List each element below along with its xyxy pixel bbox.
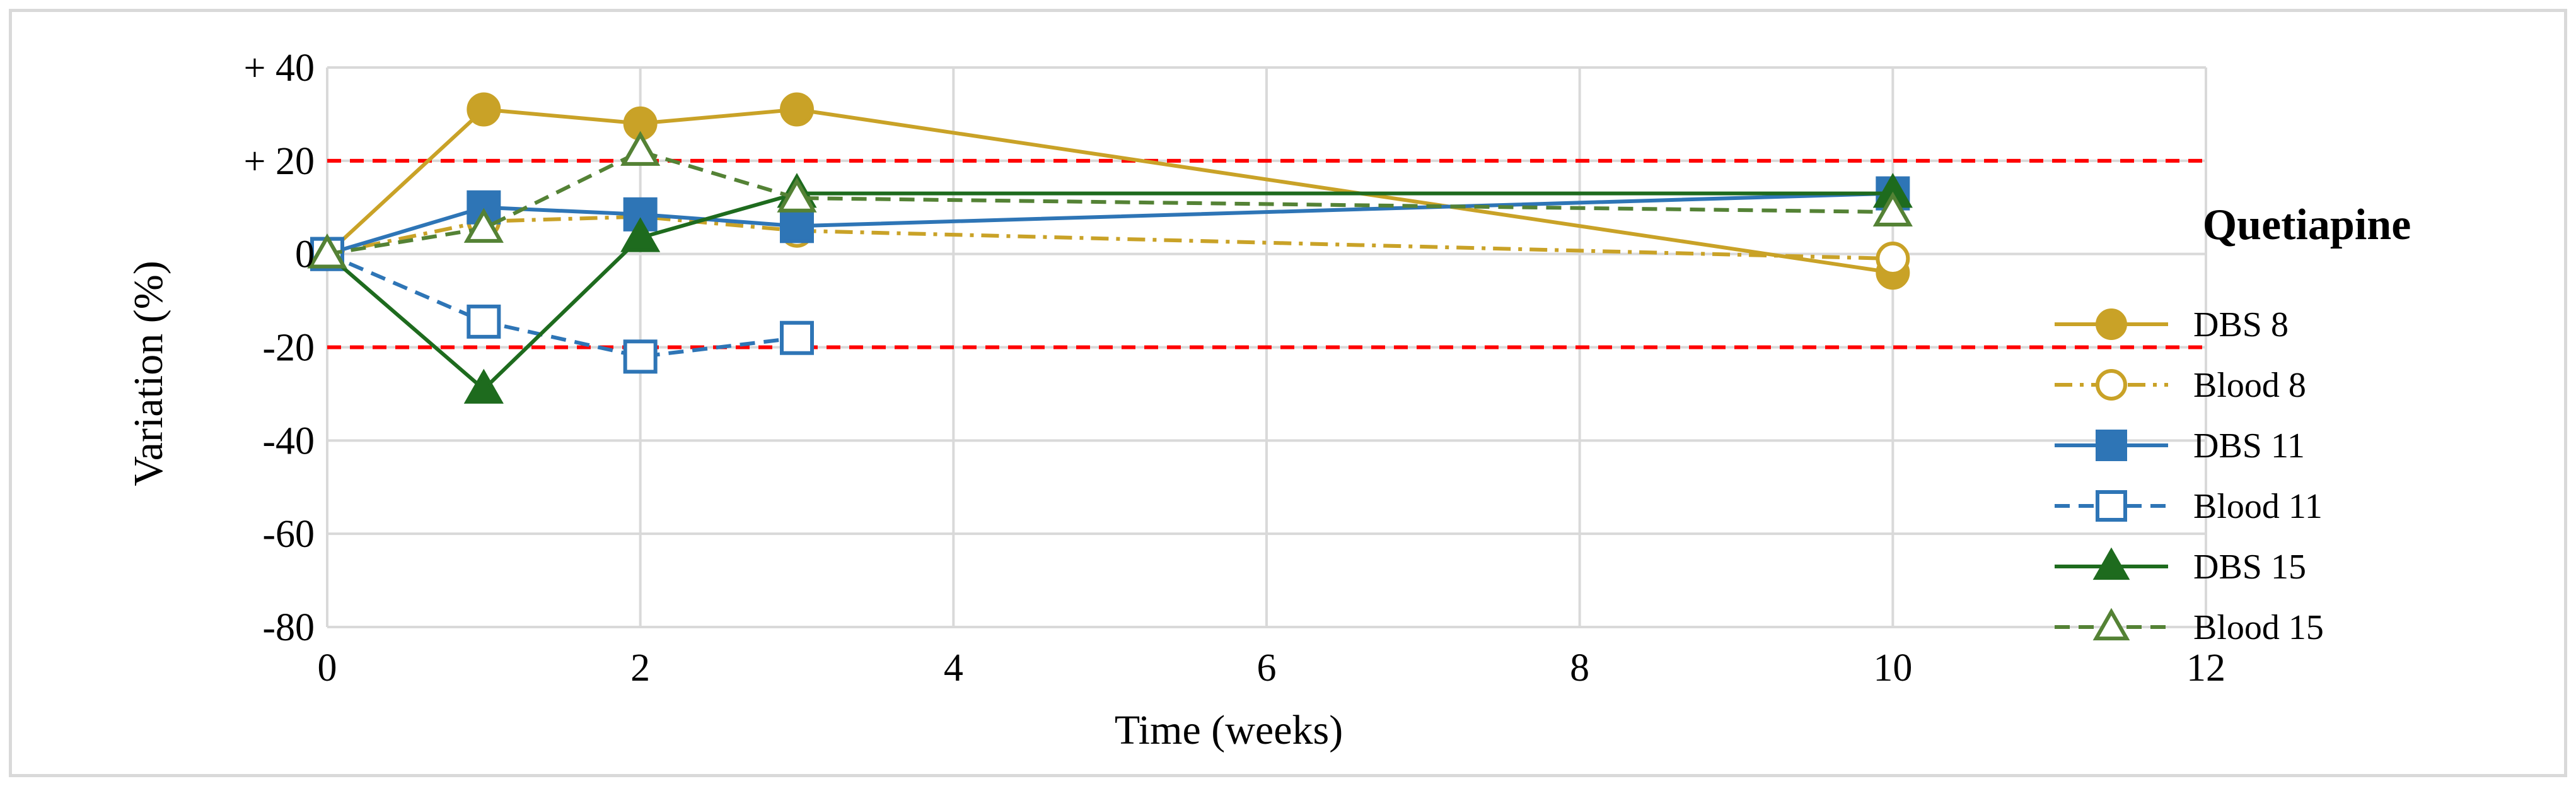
x-tick-label: 10 — [1873, 647, 1912, 689]
data-point-dbs-8 — [467, 92, 501, 127]
data-point-blood-15 — [463, 208, 504, 243]
data-point-dbs-11 — [780, 209, 814, 243]
y-tick-label: + 20 — [244, 140, 315, 183]
legend-label: DBS 15 — [2193, 548, 2306, 587]
x-tick-label: 4 — [944, 647, 963, 689]
data-point-dbs-8 — [780, 92, 814, 127]
legend-label: Blood 8 — [2193, 366, 2306, 405]
legend-label: DBS 11 — [2193, 426, 2305, 466]
reference-lines — [327, 158, 2206, 349]
data-point-blood-8 — [1876, 242, 1910, 276]
legend-label: Blood 15 — [2193, 608, 2324, 647]
legend-marker — [2096, 369, 2127, 401]
data-point-blood-15 — [620, 131, 661, 166]
data-point-blood-11 — [623, 339, 658, 374]
x-tick-label: 2 — [630, 647, 650, 689]
legend: Quetiapine DBS 8 Blood 8 DBS 11 Blood 11 DBS… — [2055, 201, 2411, 647]
series-dbs-8 — [310, 92, 1910, 290]
legend-marker — [2092, 547, 2130, 580]
series-line-blood-15 — [327, 149, 1893, 256]
y-axis-title: Variation (%) — [125, 261, 171, 486]
series-line-dbs-15 — [326, 191, 1893, 392]
x-axis-title: Time (weeks) — [1115, 707, 1343, 753]
legend-marker — [2096, 490, 2127, 522]
chart-frame: + 40 + 20 0 -20 -40 -60 -80 0 2 4 6 8 10 12 Time (wee… — [9, 9, 2567, 777]
legend-label: Blood 11 — [2193, 487, 2323, 526]
legend-item-dbs-8: DBS 8 — [2055, 305, 2289, 344]
x-tick-label: 6 — [1257, 647, 1277, 689]
data-point-blood-11 — [467, 304, 501, 339]
legend-marker — [2096, 308, 2127, 340]
y-tick-label: -40 — [262, 419, 315, 462]
legend-item-blood-8: Blood 8 — [2055, 366, 2306, 405]
legend-item-blood-11: Blood 11 — [2055, 487, 2323, 526]
tick-labels: + 40+ 200-20-40-60-800 2 4 6 8 10 12 — [244, 47, 2225, 689]
y-tick-label: -60 — [262, 513, 315, 556]
legend-item-dbs-11: DBS 11 — [2055, 426, 2305, 466]
data-point-blood-15 — [307, 233, 347, 269]
x-tick-label: 8 — [1570, 647, 1589, 689]
data-point-blood-15 — [777, 177, 817, 213]
series-blood-15 — [307, 131, 1913, 269]
x-tick-label: 12 — [2186, 647, 2225, 689]
x-tick-label: 0 — [318, 647, 337, 689]
legend-item-dbs-15: DBS 15 — [2055, 547, 2306, 587]
data-point-blood-15 — [1872, 191, 1913, 226]
data-point-dbs-15 — [620, 217, 661, 252]
legend-item-blood-15: Blood 15 — [2055, 607, 2324, 647]
legend-marker — [2092, 607, 2130, 641]
y-tick-label: 0 — [295, 233, 315, 276]
y-tick-label: + 40 — [244, 47, 315, 90]
legend-title: Quetiapine — [2203, 201, 2411, 249]
chart-svg: + 40+ 200-20-40-60-800 2 4 6 8 10 12 Time (wee… — [125, 47, 2411, 753]
series-layer — [307, 92, 1913, 404]
y-tick-label: -80 — [262, 606, 315, 649]
legend-marker — [2096, 430, 2127, 461]
series-line-blood-11 — [326, 252, 798, 359]
data-point-blood-11 — [780, 320, 814, 355]
series-line-dbs-11 — [327, 191, 1893, 256]
legend-label: DBS 8 — [2193, 305, 2289, 344]
y-tick-label: -20 — [262, 327, 315, 370]
data-point-dbs-15 — [463, 368, 504, 404]
